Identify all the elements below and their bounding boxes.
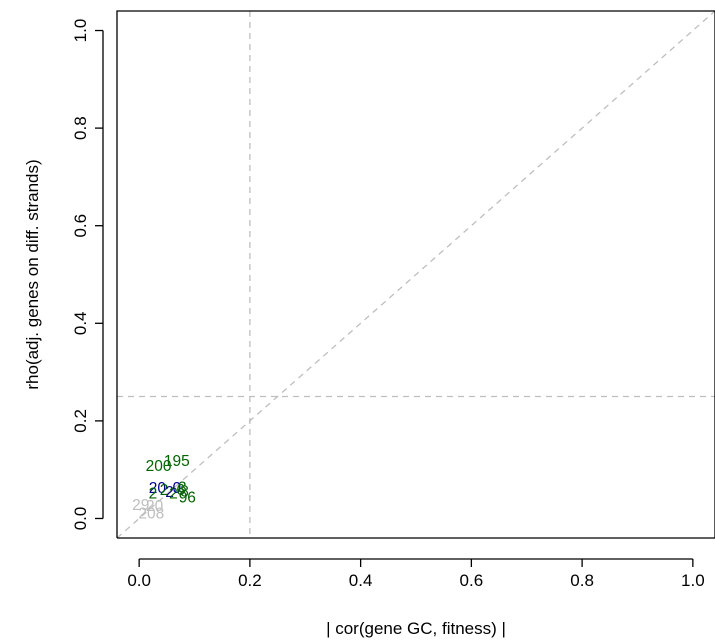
- point-label: 195: [164, 453, 190, 470]
- x-axis-title: | cor(gene GC, fitness) |: [326, 619, 506, 638]
- x-tick-label: 0.6: [460, 571, 484, 590]
- reference-lines: [116, 10, 715, 539]
- point-label: 200: [146, 458, 172, 475]
- axes: 0.0 0.2 0.4 0.6 0.8 1.0 0.0 0.2 0.4 0.6 0.8 1.0: [71, 10, 715, 590]
- point-label: 2: [165, 484, 174, 501]
- plot-frame: [116, 10, 715, 538]
- point-label: 2: [149, 486, 158, 503]
- y-tick-label: 1.0: [71, 19, 90, 43]
- reference-line-diagonal: [116, 10, 715, 539]
- point-label: 20: [149, 480, 167, 497]
- point-label: 2: [169, 486, 178, 503]
- y-axis-title: rho(adj. genes on diff. strands): [23, 159, 42, 389]
- point-label: 8: [180, 484, 189, 501]
- point-label: 3: [178, 480, 187, 497]
- point-label: 0: [172, 480, 181, 497]
- point-label: 2: [160, 482, 169, 499]
- point-label: 29: [132, 497, 149, 514]
- y-tick-label: 0.2: [71, 409, 90, 433]
- x-tick-label: 0.8: [570, 571, 594, 590]
- x-tick-label: 1.0: [681, 571, 705, 590]
- x-tick-label: 0.2: [238, 571, 262, 590]
- y-tick-label: 0.6: [71, 214, 90, 238]
- x-tick-label: 0.4: [349, 571, 373, 590]
- y-tick-label: 0.4: [71, 311, 90, 335]
- point-label: 96: [179, 489, 196, 506]
- point-label: 20: [146, 498, 164, 515]
- point-label: 6: [176, 482, 185, 499]
- y-tick-label: 0.8: [71, 116, 90, 140]
- y-tick-label: 0.0: [71, 507, 90, 531]
- x-tick-label: 0.0: [127, 571, 151, 590]
- point-label: 208: [138, 506, 164, 523]
